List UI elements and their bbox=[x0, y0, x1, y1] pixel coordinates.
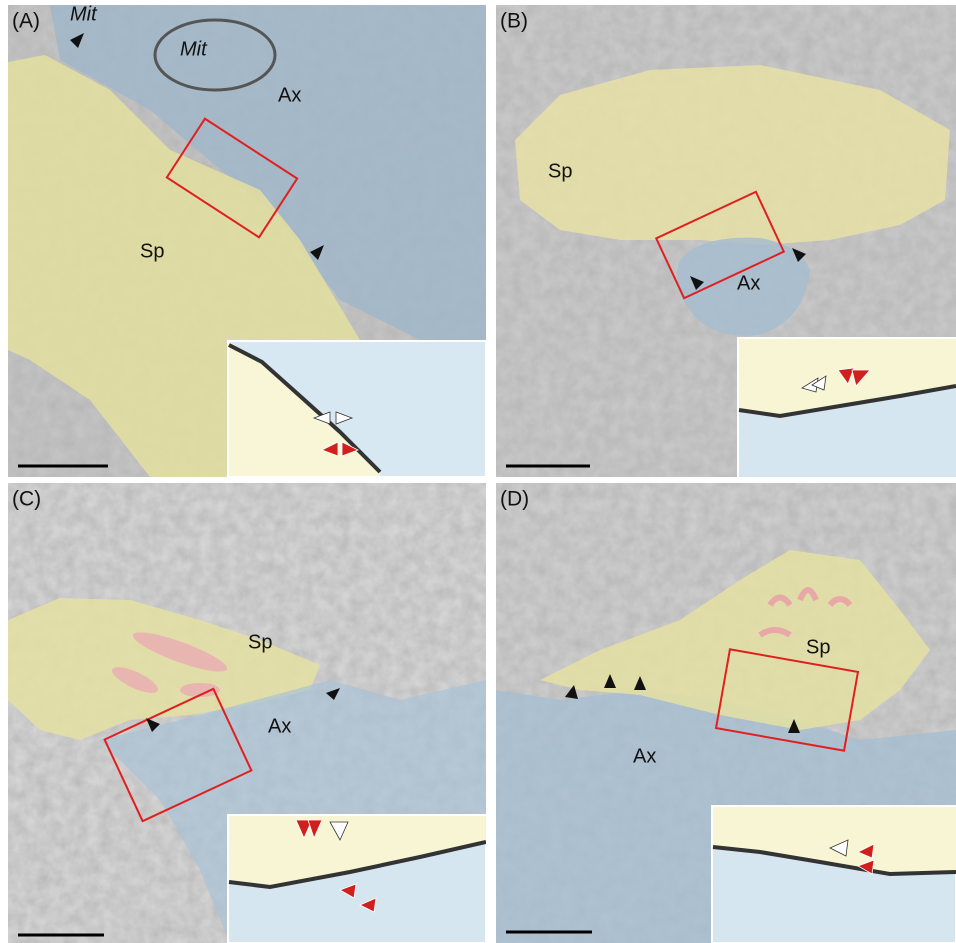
annotation: Mit bbox=[70, 3, 98, 25]
panel-c: (C) Sp Ax bbox=[8, 483, 486, 943]
panel-a: (A) Mit Mit Ax Sp bbox=[8, 3, 486, 477]
annotation: Sp bbox=[548, 160, 572, 182]
panel-label: (C) bbox=[12, 488, 41, 511]
annotation: Mit bbox=[180, 38, 208, 60]
panel-label: (D) bbox=[500, 488, 529, 511]
panel-label: (A) bbox=[12, 10, 40, 33]
annotation: Sp bbox=[140, 240, 164, 262]
figure: (A) Mit Mit Ax Sp (B) Sp Ax bbox=[0, 0, 956, 943]
annotation: Sp bbox=[806, 636, 830, 658]
annotation: Ax bbox=[278, 84, 301, 106]
annotation: Ax bbox=[633, 745, 656, 767]
panel-d: (D) Sp Ax bbox=[496, 483, 956, 943]
annotation: Ax bbox=[737, 272, 760, 294]
panel-b: (B) Sp Ax bbox=[496, 5, 956, 478]
panel-label: (B) bbox=[500, 10, 528, 33]
annotation: Sp bbox=[248, 631, 272, 653]
annotation: Ax bbox=[268, 715, 291, 737]
